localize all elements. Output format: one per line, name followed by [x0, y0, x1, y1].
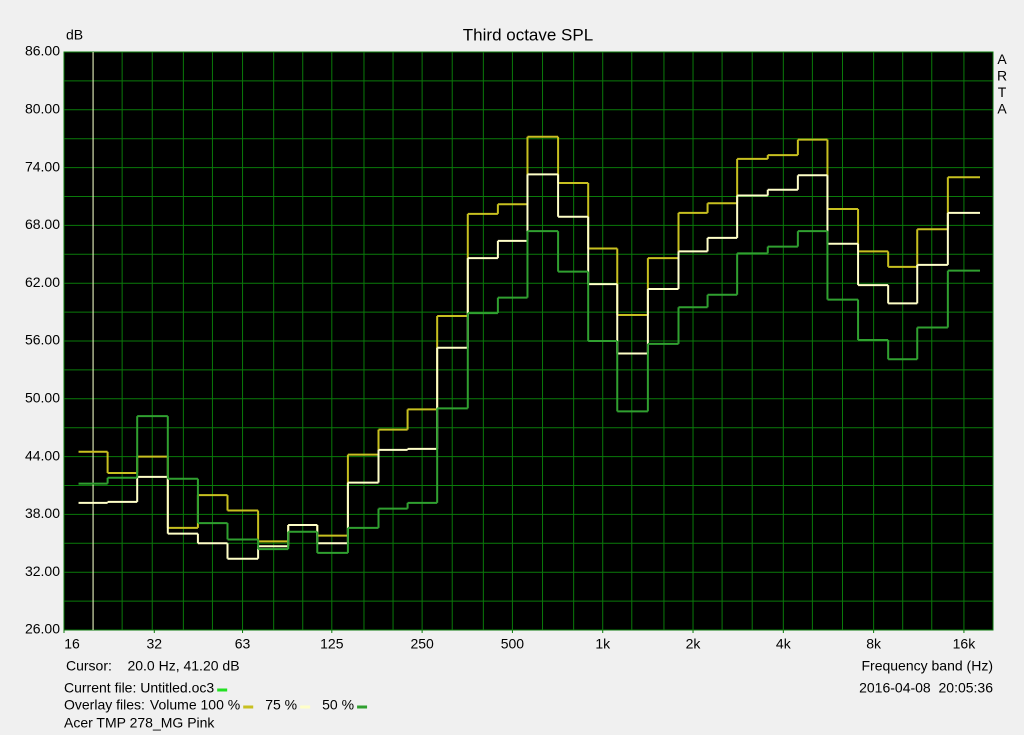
- x-tick-label: 16k: [953, 636, 977, 652]
- legend-label: Volume 100 %: [150, 697, 240, 713]
- x-tick-label: 500: [501, 636, 525, 652]
- chart-title: Third octave SPL: [463, 25, 593, 44]
- current-file: Current file: Untitled.oc3: [64, 680, 214, 696]
- x-tick-label: 250: [410, 636, 434, 652]
- x-tick-label: 1k: [595, 636, 611, 652]
- x-tick-label: 8k: [866, 636, 882, 652]
- y-tick-label: 32.00: [25, 563, 60, 579]
- series: [78, 230, 981, 554]
- y-tick-label: 68.00: [25, 216, 60, 232]
- y-tick-label: 56.00: [25, 332, 60, 348]
- x-tick-label: 63: [235, 636, 251, 652]
- y-tick-label: 80.00: [25, 101, 60, 117]
- y-tick-label: 62.00: [25, 274, 60, 290]
- legend-title: Overlay files:: [64, 697, 145, 713]
- legend-label: 50 %: [322, 697, 354, 713]
- y-tick-label: 26.00: [25, 621, 60, 637]
- y-tick-label: 74.00: [25, 158, 60, 174]
- y-axis-label: dB: [66, 27, 83, 43]
- y-tick-label: 44.00: [25, 447, 60, 463]
- timestamp: 2016-04-08 20:05:36: [859, 680, 993, 696]
- legend-label: 75 %: [265, 697, 297, 713]
- x-tick-label: 32: [147, 636, 163, 652]
- y-tick-label: 38.00: [25, 505, 60, 521]
- x-axis-label: Frequency band (Hz): [861, 658, 993, 674]
- x-tick-label: 2k: [686, 636, 702, 652]
- x-tick-label: 4k: [776, 636, 792, 652]
- note: Acer TMP 278_MG Pink: [64, 715, 215, 731]
- y-tick-label: 86.00: [25, 43, 60, 59]
- x-tick-label: 125: [320, 636, 344, 652]
- cursor-readout: Cursor: 20.0 Hz, 41.20 dB: [66, 658, 240, 674]
- x-tick-label: 16: [64, 636, 80, 652]
- y-tick-label: 50.00: [25, 390, 60, 406]
